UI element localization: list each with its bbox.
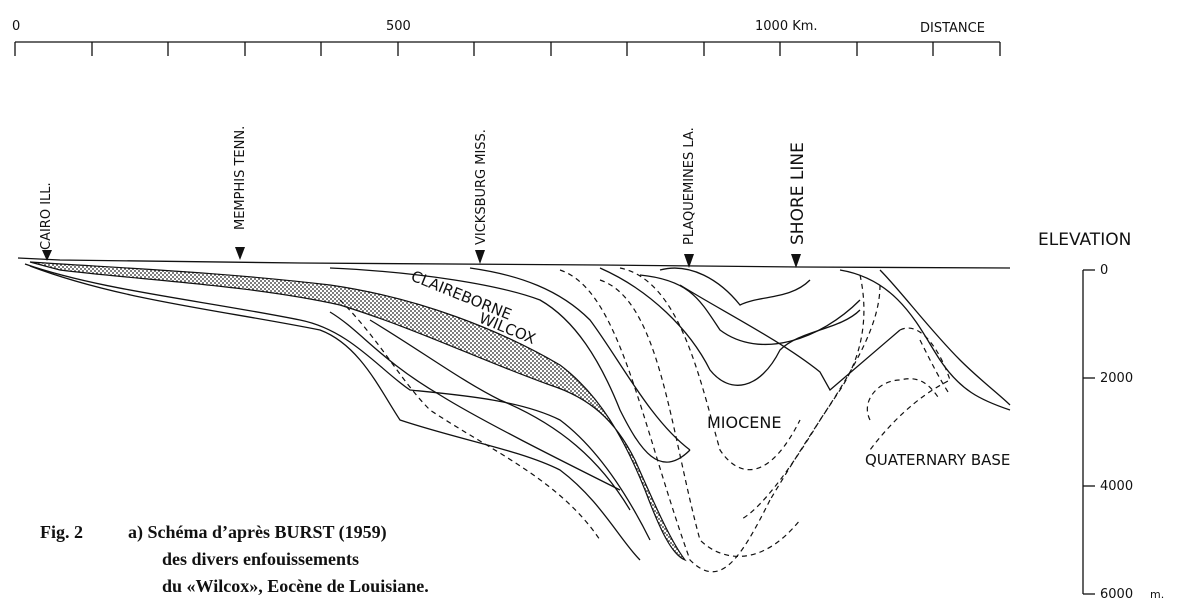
figure-number: Fig. 2 [40, 522, 83, 542]
geology [17, 257, 1011, 573]
unit-label: m. [1150, 588, 1164, 601]
wilcox-band [29, 261, 687, 562]
formation-label: MIOCENE [707, 413, 781, 432]
tick-label: 0 [1100, 263, 1108, 278]
tick-label: 0 [12, 19, 20, 34]
elevation-axis: ELEVATION 0 2000 4000 6000 m. [1038, 230, 1164, 601]
caption-line: des divers enfouissements [162, 549, 359, 569]
tick-label: 4000 [1100, 479, 1133, 494]
axis-title: ELEVATION [1038, 230, 1131, 250]
location-label: PLAQUEMINES LA. [682, 127, 697, 245]
formation-label: QUATERNARY BASE [865, 451, 1010, 469]
tick-label: 1000 Km. [755, 19, 818, 34]
tick-label: 6000 [1100, 587, 1133, 601]
axis-title: DISTANCE [920, 21, 985, 36]
location-label: VICKSBURG MISS. [474, 129, 489, 245]
axis-ticks [14, 42, 1001, 56]
tick-label: 500 [386, 19, 411, 34]
location-label: MEMPHIS TENN. [233, 126, 248, 230]
caption-line: a) Schéma d’après BURST (1959) [128, 522, 387, 543]
claireborne-top [329, 267, 691, 463]
tick-label: 2000 [1100, 371, 1133, 386]
distance-axis: 0 500 1000 Km. DISTANCE [12, 19, 1001, 56]
surface [17, 257, 1011, 269]
location-label: CAIRO ILL. [39, 182, 54, 250]
location-arrows [42, 247, 801, 268]
caption-line: du «Wilcox», Eocène de Louisiane. [162, 576, 429, 596]
locations: CAIRO ILL. MEMPHIS TENN. VICKSBURG MISS.… [39, 126, 808, 268]
location-label: SHORE LINE [788, 142, 808, 245]
